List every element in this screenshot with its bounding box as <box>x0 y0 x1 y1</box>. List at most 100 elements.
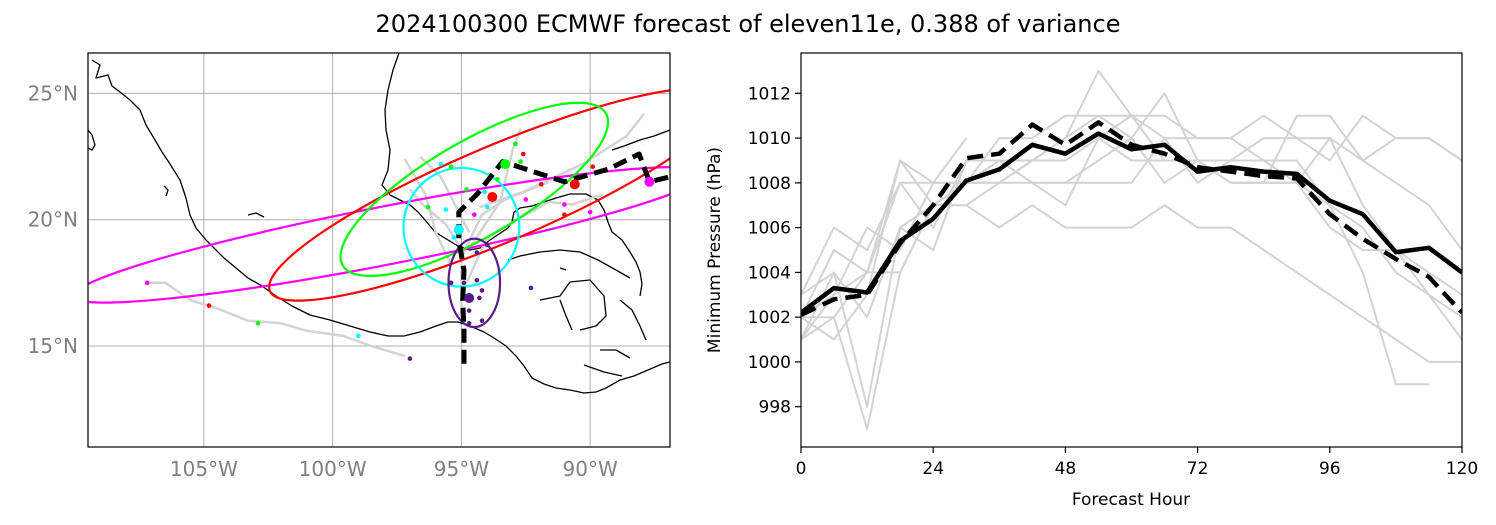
ensemble-mean-track <box>456 151 670 364</box>
mean-position-marker <box>464 292 475 303</box>
ensemble-track-line <box>408 188 460 246</box>
ensemble-track-line <box>470 128 522 246</box>
dashed-pressure-line <box>801 120 1462 317</box>
ensemble-position-point <box>477 295 482 301</box>
ensemble-position-point <box>474 278 480 283</box>
pressure-panel: 0 24 48 72 96 120 998 1000 1002 1004 1006 1008 1010 1… <box>705 52 1478 510</box>
ensemble-position-point <box>255 320 261 326</box>
y-tick-label: 1010 <box>748 129 791 149</box>
mean-position-marker <box>569 179 580 190</box>
ensemble-mean-track-line <box>456 151 670 364</box>
central-america-borders <box>507 249 647 377</box>
x-tick-label: 24 <box>922 459 944 479</box>
ensemble-position-point <box>590 164 596 169</box>
map-x-tick-label: 100°W <box>299 457 367 481</box>
mean-position-marker <box>500 159 511 170</box>
y-tick-label: 1000 <box>748 353 791 373</box>
ensemble-position-point <box>425 204 431 210</box>
ensemble-position-point <box>471 212 477 217</box>
ensemble-tracks <box>147 112 646 358</box>
ensemble-track-line <box>403 158 453 266</box>
spread-ellipses <box>88 87 670 329</box>
spread-ellipse <box>447 237 502 329</box>
ensemble-position-point <box>562 202 567 207</box>
map-frame <box>87 52 671 448</box>
ensemble-track-line <box>460 180 550 321</box>
ensemble-position-point <box>438 161 444 167</box>
map-y-tick-label: 25°N <box>28 81 78 105</box>
mean-position-marker <box>453 224 464 235</box>
ensemble-position-point <box>479 288 485 293</box>
member-pressure-lines <box>801 69 1462 431</box>
ensemble-position-point <box>407 356 413 361</box>
ensemble-position-point <box>464 187 469 192</box>
y-tick-label: 1006 <box>748 219 791 239</box>
ensemble-position-point <box>206 303 212 308</box>
ensemble-position-point <box>484 204 490 210</box>
track-map-panel: 105°W 100°W 95°W 90°W 15°N 20°N 25°N <box>28 52 671 481</box>
x-tick-label: 0 <box>796 459 807 479</box>
map-x-tick-label: 105°W <box>170 457 238 481</box>
ensemble-position-point <box>523 197 529 202</box>
y-axis-label: Minimum Pressure (hPa) <box>705 147 725 353</box>
x-tick-label: 120 <box>1446 459 1478 479</box>
baja-california <box>88 129 96 151</box>
ensemble-position-point <box>466 308 472 313</box>
x-tick-label: 72 <box>1187 459 1209 479</box>
x-axis-label: Forecast Hour <box>1072 490 1190 510</box>
mean-position-marker <box>644 176 655 187</box>
y-tick-label: 1002 <box>748 308 791 328</box>
y-tick-label: 1004 <box>748 263 791 283</box>
member-pressure-line <box>801 114 1462 341</box>
y-tick-label: 998 <box>759 398 791 418</box>
member-pressure-line <box>801 69 1462 319</box>
ensemble-position-point <box>461 280 467 286</box>
y-tick-label: 1008 <box>748 174 791 194</box>
x-tick-label: 96 <box>1319 459 1341 479</box>
mean-pressure-lines <box>801 120 1462 317</box>
ensemble-position-points <box>144 141 655 361</box>
ensemble-position-point <box>538 182 544 187</box>
map-y-tick-label: 15°N <box>28 334 78 358</box>
ensemble-position-point <box>451 235 456 240</box>
coastlines <box>88 53 670 394</box>
gulf-coast-west <box>381 53 515 251</box>
ensemble-position-point <box>144 280 150 286</box>
ensemble-track-line <box>147 281 406 358</box>
member-pressure-line <box>801 204 1462 363</box>
ensemble-position-point <box>562 212 567 217</box>
ensemble-position-point <box>528 285 534 291</box>
ensemble-position-point <box>466 320 472 326</box>
mean-position-marker <box>487 191 498 202</box>
ensemble-position-point <box>482 189 487 195</box>
ensemble-position-point <box>495 176 500 182</box>
pressure-ticks: 0 24 48 72 96 120 998 1000 1002 1004 1006 1008 1010 1… <box>748 84 1478 479</box>
spread-ellipse <box>339 101 610 278</box>
pressure-frame <box>800 52 1463 448</box>
ensemble-position-point <box>518 159 523 164</box>
ensemble-position-point <box>356 333 361 339</box>
ensemble-position-point <box>587 209 593 215</box>
y-tick-label: 1012 <box>748 84 791 104</box>
ensemble-position-point <box>448 164 454 169</box>
map-tick-labels: 105°W 100°W 95°W 90°W 15°N 20°N 25°N <box>28 81 618 481</box>
ensemble-position-point <box>474 250 480 255</box>
map-x-tick-label: 95°W <box>434 457 489 481</box>
islands <box>163 185 567 271</box>
pacific-coast-mexico <box>91 59 670 394</box>
ensemble-position-point <box>479 318 485 324</box>
member-pressure-line <box>801 114 1462 318</box>
ensemble-track-line <box>478 112 646 209</box>
spread-ellipse <box>88 166 670 304</box>
x-tick-label: 48 <box>1055 459 1077 479</box>
spread-ellipse <box>402 166 521 288</box>
map-x-tick-label: 90°W <box>563 457 618 481</box>
ensemble-position-point <box>443 207 449 212</box>
ensemble-position-point <box>448 280 454 286</box>
ensemble-position-point <box>484 242 490 248</box>
ensemble-position-point <box>513 141 518 147</box>
member-pressure-line <box>801 137 1429 408</box>
figure-title: 2024100300 ECMWF forecast of eleven11e, … <box>375 10 1121 38</box>
map-y-tick-label: 20°N <box>28 208 78 232</box>
